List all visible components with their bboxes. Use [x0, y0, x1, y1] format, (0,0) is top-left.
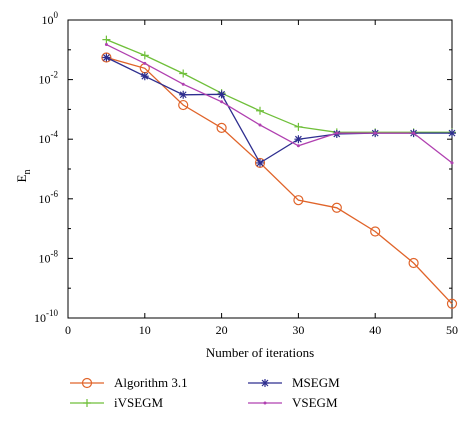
series-layer [101, 35, 458, 309]
data-point [179, 69, 188, 78]
data-point [83, 399, 91, 407]
data-point [256, 106, 264, 115]
y-tick-label: 10-10 [34, 308, 58, 325]
y-tick-label: 10-4 [39, 129, 59, 146]
x-axis-label: Number of iterations [206, 345, 314, 360]
data-point [446, 298, 458, 309]
y-tick-base: 10 [42, 13, 54, 27]
series-line [106, 56, 452, 164]
data-point [102, 35, 111, 44]
data-point [294, 135, 303, 144]
y-tick-exponent: 0 [54, 10, 59, 20]
y-tick-label: 10-2 [39, 70, 59, 87]
x-tick-label: 50 [446, 323, 458, 337]
data-point [220, 100, 224, 104]
data-point [104, 43, 108, 47]
legend: Algorithm 3.1 MSEGM iVSEGM VSEGM [70, 375, 340, 410]
data-point [408, 257, 419, 269]
y-axis-label: En [14, 170, 33, 183]
data-point [181, 82, 185, 86]
data-point [335, 131, 339, 135]
data-point [254, 157, 266, 169]
data-point [102, 53, 111, 62]
data-point [370, 226, 381, 237]
x-tick-label: 30 [292, 323, 304, 337]
data-point [101, 52, 112, 63]
series-ivsegm [102, 35, 456, 137]
data-point [448, 129, 456, 138]
x-axis-ticks: 0 10 20 30 40 50 [65, 20, 458, 337]
legend-item: MSEGM [248, 375, 340, 390]
data-point [450, 161, 454, 165]
data-point [296, 144, 300, 148]
data-point [256, 158, 264, 167]
y-tick-base: 10 [39, 73, 51, 87]
y-axis-label-main: E [14, 174, 29, 182]
y-axis-label-sub: n [22, 170, 33, 175]
series-algorithm-3-1 [101, 52, 458, 309]
legend-item: Algorithm 3.1 [70, 375, 188, 390]
plot-frame [67, 19, 453, 319]
y-tick-exponent: -6 [51, 189, 59, 199]
data-point [263, 401, 267, 405]
y-tick-label: 100 [42, 10, 59, 27]
data-point [294, 122, 303, 131]
data-point [140, 72, 149, 81]
x-tick-label: 0 [65, 323, 71, 337]
svg-text:En: En [14, 170, 33, 183]
y-tick-exponent: -2 [51, 70, 59, 80]
data-point [293, 195, 304, 206]
y-tick-label: 10-6 [39, 189, 59, 206]
data-point [217, 90, 226, 99]
data-point [81, 377, 93, 389]
y-tick-base: 10 [39, 192, 51, 206]
data-point [331, 202, 342, 213]
data-point [412, 131, 416, 135]
x-tick-label: 20 [216, 323, 228, 337]
data-point [140, 51, 149, 60]
y-tick-base: 10 [34, 311, 46, 325]
y-tick-base: 10 [39, 251, 51, 265]
series-line [106, 56, 453, 305]
legend-item: iVSEGM [70, 395, 164, 410]
data-point [178, 99, 189, 111]
y-tick-base: 10 [39, 132, 51, 146]
data-point [261, 379, 269, 387]
data-point [258, 123, 262, 127]
legend-label: VSEGM [292, 395, 338, 410]
series-vsegm [104, 43, 454, 165]
data-point [179, 90, 188, 99]
series-msegm [102, 53, 456, 167]
legend-label: iVSEGM [114, 395, 164, 410]
y-tick-label: 10-8 [39, 248, 59, 265]
x-tick-label: 10 [139, 323, 151, 337]
y-tick-exponent: -4 [51, 129, 59, 139]
data-point [373, 131, 377, 135]
series-line [106, 38, 452, 133]
data-point [143, 61, 147, 65]
legend-item: VSEGM [248, 395, 338, 410]
legend-label: Algorithm 3.1 [114, 375, 188, 390]
data-point [216, 122, 227, 133]
y-tick-exponent: -8 [51, 248, 59, 258]
x-tick-label: 40 [369, 323, 381, 337]
series-line [106, 44, 453, 164]
legend-label: MSEGM [292, 375, 340, 390]
y-tick-exponent: -10 [46, 308, 58, 318]
